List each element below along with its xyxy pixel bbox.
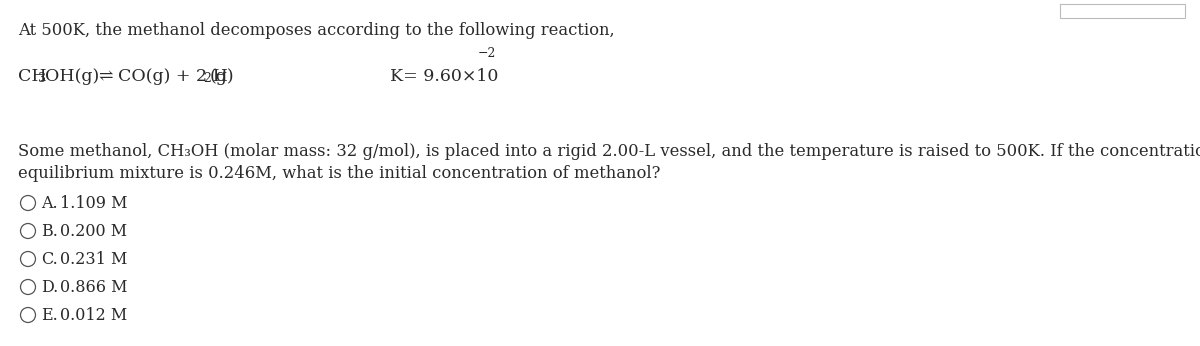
Text: equilibrium mixture is 0.246M, what is the initial concentration of methanol?: equilibrium mixture is 0.246M, what is t… (18, 165, 660, 182)
Circle shape (20, 280, 36, 294)
Text: 0.231 M: 0.231 M (60, 251, 127, 268)
FancyBboxPatch shape (1060, 4, 1186, 18)
Text: CO(g) + 2 H: CO(g) + 2 H (118, 68, 228, 85)
Text: −2: −2 (478, 47, 497, 60)
Text: ⇌: ⇌ (98, 68, 113, 85)
Text: (g): (g) (210, 68, 235, 85)
Circle shape (20, 308, 36, 322)
Text: K= 9.60×10: K= 9.60×10 (390, 68, 498, 85)
Text: C.: C. (42, 251, 59, 268)
Text: 1.109 M: 1.109 M (60, 195, 127, 212)
Text: Some methanol, CH₃OH (molar mass: 32 g/mol), is placed into a rigid 2.00-L vesse: Some methanol, CH₃OH (molar mass: 32 g/m… (18, 143, 1200, 160)
Text: E.: E. (42, 307, 59, 324)
Circle shape (20, 195, 36, 210)
Text: 2: 2 (203, 72, 211, 85)
Text: CH: CH (18, 68, 47, 85)
Text: 0.200 M: 0.200 M (60, 223, 127, 240)
Text: B.: B. (42, 223, 59, 240)
Text: 0.012 M: 0.012 M (60, 307, 127, 324)
Text: 0.866 M: 0.866 M (60, 279, 127, 296)
Text: 3: 3 (38, 72, 46, 85)
Text: A.: A. (42, 195, 58, 212)
Text: D.: D. (42, 279, 59, 296)
Text: OH(g): OH(g) (46, 68, 100, 85)
Circle shape (20, 224, 36, 238)
Circle shape (20, 252, 36, 266)
Text: At 500K, the methanol decomposes according to the following reaction,: At 500K, the methanol decomposes accordi… (18, 22, 614, 39)
